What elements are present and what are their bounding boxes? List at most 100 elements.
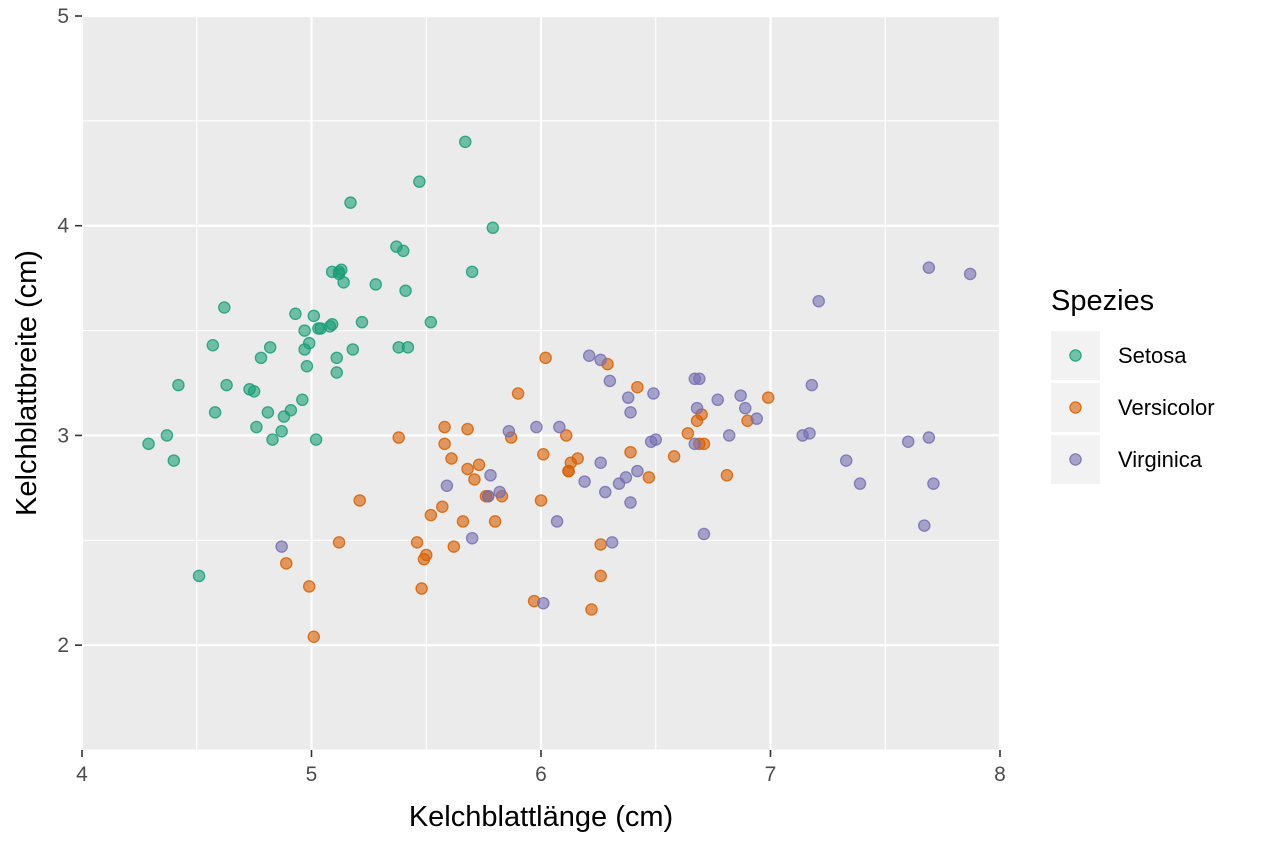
data-point-versicolor [631,380,644,394]
x-axis-title: Kelchblattlänge (cm) [409,801,673,833]
data-point-virginica [599,485,612,499]
data-point-virginica [750,412,763,425]
data-point-setosa [254,351,268,365]
data-point-versicolor [761,391,775,404]
data-point-virginica [578,475,591,488]
data-point-setosa [335,263,348,277]
data-point-virginica [853,477,867,490]
x-tick-label: 4 [76,763,88,786]
data-point-versicolor [624,445,637,459]
data-point-versicolor [438,420,451,434]
legend-title: Spezies [1051,285,1154,317]
data-point-versicolor [461,462,474,476]
data-point-setosa [459,135,472,149]
data-point-virginica [649,433,663,446]
data-point-setosa [401,341,415,354]
data-point-versicolor [445,452,458,465]
data-point-setosa [172,378,185,392]
data-point-setosa [275,424,288,438]
data-point-virginica [465,531,479,545]
data-point-virginica [647,387,660,400]
data-point-setosa [142,437,155,451]
data-point-versicolor [302,580,316,593]
data-points [142,135,977,644]
data-point-setosa [413,175,426,188]
axes: 4 5 6 7 8 2 3 4 5 Kelchblattlänge (cm) Kelchblattb… [11,5,1006,833]
data-point-versicolor [559,429,573,442]
data-point-virginica [493,485,506,499]
data-point-virginica [603,374,617,388]
data-point-virginica [605,536,619,549]
data-point-versicolor [415,582,428,595]
data-point-virginica [690,401,704,415]
data-point-versicolor [438,437,451,451]
y-tick-label: 4 [57,215,69,238]
data-point-versicolor [392,431,405,444]
data-point-setosa [289,307,302,321]
data-point-setosa [337,276,350,289]
data-point-versicolor [424,508,438,522]
data-point-versicolor [720,469,734,482]
x-tick-label: 5 [306,763,318,786]
data-point-setosa [261,406,275,419]
data-point-setosa [397,244,410,258]
data-point-versicolor [594,538,607,551]
data-point-setosa [263,341,277,354]
data-point-virginica [621,391,635,404]
data-point-versicolor [585,603,598,616]
data-point-versicolor [642,471,656,484]
data-point-virginica [734,389,747,402]
x-tick-label: 7 [765,763,777,786]
data-point-setosa [247,385,261,398]
data-point-virginica [553,420,566,434]
data-point-versicolor [667,450,681,463]
data-point-virginica [918,519,931,532]
data-point-setosa [284,404,298,417]
legend-label-versicolor: Versicolor [1118,395,1215,420]
data-point-virginica [812,294,825,308]
legend-marker-setosa [1069,349,1082,362]
data-point-virginica [275,540,288,553]
data-point-versicolor [571,452,584,465]
data-point-virginica [805,378,819,392]
data-point-versicolor [681,427,695,440]
plot-panel [80,14,1002,751]
data-point-virginica [739,401,752,415]
data-point-versicolor [468,473,481,486]
data-point-setosa [302,336,316,350]
data-point-virginica [631,464,644,478]
y-tick-label: 5 [57,5,69,28]
data-point-versicolor [280,557,293,570]
data-point-versicolor [307,630,321,644]
data-point-setosa [330,366,343,379]
data-point-versicolor [436,500,449,513]
x-tick-label: 8 [994,763,1006,786]
data-point-virginica [922,431,936,444]
data-point-setosa [309,433,323,446]
legend-marker-virginica [1069,453,1082,466]
data-point-setosa [266,433,279,446]
data-point-setosa [206,339,220,352]
data-point-setosa [298,324,311,337]
data-point-versicolor [537,448,550,461]
data-point-versicolor [511,387,525,400]
data-point-virginica [530,420,543,434]
data-point-versicolor [594,569,607,583]
data-point-versicolor [534,494,548,507]
data-point-virginica [594,456,607,469]
data-point-virginica [697,527,711,541]
data-point-setosa [325,318,339,331]
data-point-versicolor [353,494,366,507]
data-point-setosa [220,378,233,392]
y-axis-title: Kelchblattbreite (cm) [11,250,43,516]
legend-marker-versicolor [1069,401,1082,414]
data-point-virginica [550,515,564,528]
data-point-setosa [344,196,357,209]
data-point-versicolor [456,515,470,528]
data-point-versicolor [472,458,486,472]
data-point-setosa [307,309,321,323]
data-point-virginica [693,372,706,386]
data-point-setosa [369,278,383,291]
data-point-setosa [250,420,263,434]
